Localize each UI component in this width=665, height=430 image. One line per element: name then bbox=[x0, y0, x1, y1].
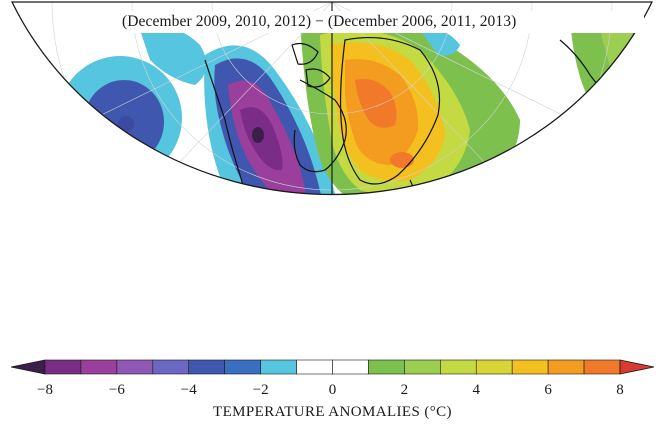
colorbar-tick-label: −8 bbox=[37, 382, 53, 398]
colorbar-segment bbox=[260, 359, 297, 375]
colorbar-segment bbox=[44, 359, 82, 375]
pacific-cold-anomaly bbox=[58, 56, 182, 180]
eastern-us-cold-anomaly bbox=[318, 228, 455, 320]
colorbar bbox=[10, 359, 655, 375]
colorbar-segment bbox=[224, 359, 261, 375]
colorbar-label: TEMPERATURE ANOMALIES (°C) bbox=[213, 404, 452, 420]
colorbar-tick-label: 2 bbox=[400, 382, 409, 398]
colorbar-segment bbox=[511, 359, 549, 375]
colorbar-segment bbox=[116, 359, 154, 375]
colorbar-segment bbox=[368, 359, 405, 375]
colorbar-tick-label: −2 bbox=[252, 382, 269, 398]
colorbar-segment bbox=[332, 359, 369, 375]
colorbar-segment bbox=[296, 359, 333, 375]
title-box: (December 2009, 2010, 2012) − (December … bbox=[122, 11, 644, 33]
pacific-north-cool bbox=[140, 27, 207, 85]
colorbar-tick-label: 8 bbox=[616, 382, 624, 398]
colorbar-extend-high bbox=[619, 359, 655, 375]
colorbar-segment bbox=[547, 359, 585, 375]
colorbar-tick-label: 4 bbox=[472, 382, 481, 398]
colorbar-tick-label: 6 bbox=[544, 382, 552, 398]
colorbar-segment bbox=[404, 359, 441, 375]
political-borders bbox=[200, 225, 410, 322]
colorbar-tick-label: −4 bbox=[180, 382, 197, 398]
colorbar-segment bbox=[188, 359, 225, 375]
western-canada-cold-anomaly bbox=[204, 45, 344, 195]
colorbar-segment bbox=[440, 359, 477, 375]
colorbar-segment bbox=[80, 359, 118, 375]
figure-title: (December 2009, 2010, 2012) − (December … bbox=[122, 13, 517, 30]
western-us-warm-anomaly bbox=[100, 213, 296, 322]
colorbar-segment bbox=[152, 359, 190, 375]
colorbar-segment bbox=[475, 359, 513, 375]
arctic-warm-anomaly bbox=[300, 15, 520, 195]
colorbar-tick-label: 0 bbox=[328, 382, 337, 398]
colorbar-tick-label: −6 bbox=[108, 382, 125, 398]
colorbar-extend-low bbox=[10, 359, 46, 375]
map-frame bbox=[10, 1, 654, 196]
colorbar-segment bbox=[583, 359, 621, 375]
